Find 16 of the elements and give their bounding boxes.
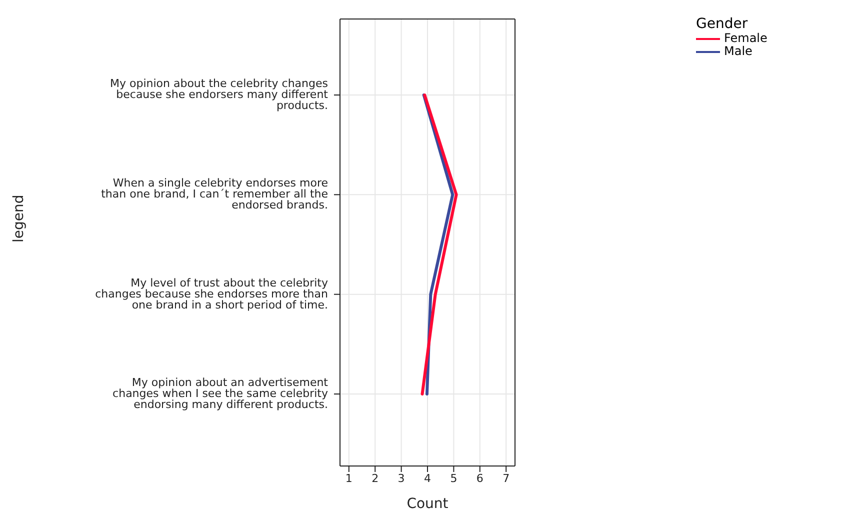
y-tick-label: My opinion about the celebrity changes because she endorsers many different products. [110,77,329,112]
legend-title: Gender [696,16,749,32]
x-tick-label: 7 [502,472,510,485]
x-tick-label: 1 [345,472,352,485]
legend-label: Male [723,44,754,58]
x-tick-label: 3 [398,472,405,485]
x-axis-title: Count [406,496,449,512]
y-tick-label: My opinion about an advertisement changes when I see the same celebrity endorsing many different products. [112,376,329,412]
x-tick-label: 2 [372,472,379,485]
legend-label: Female [723,31,768,45]
x-tick-label: 5 [450,472,458,485]
x-tick-label: 4 [424,472,431,485]
y-tick-label: My level of trust about the celebrity changes because she endorses more than one brand in a short period of time. [95,276,328,312]
y-tick-label: When a single celebrity endorses more than one brand, I can´t remember all the endorsed brands. [101,176,328,212]
y-axis-title: legend [10,194,27,242]
x-tick-label: 6 [476,472,484,485]
